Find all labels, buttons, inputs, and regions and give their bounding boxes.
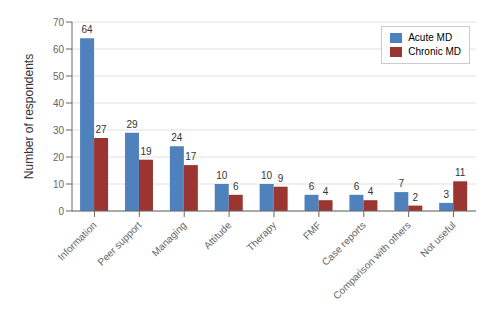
svg-text:Not useful: Not useful xyxy=(418,219,458,259)
svg-text:0: 0 xyxy=(58,206,64,217)
svg-text:11: 11 xyxy=(455,167,466,178)
svg-text:6: 6 xyxy=(354,181,360,192)
svg-text:10: 10 xyxy=(261,170,273,181)
svg-text:9: 9 xyxy=(278,173,284,184)
html-text:Chronic MD: Chronic MD xyxy=(408,46,461,57)
svg-text:10: 10 xyxy=(53,179,65,190)
svg-text:FMF: FMF xyxy=(301,219,323,241)
svg-text:Information: Information xyxy=(56,219,99,262)
svg-text:27: 27 xyxy=(96,124,108,135)
svg-text:4: 4 xyxy=(323,186,329,197)
svg-text:Managing: Managing xyxy=(150,219,189,258)
svg-text:Attitude: Attitude xyxy=(202,219,234,251)
html-text:Acute MD: Acute MD xyxy=(408,32,453,43)
svg-text:40: 40 xyxy=(53,98,65,109)
svg-text:70: 70 xyxy=(53,17,65,28)
svg-text:64: 64 xyxy=(82,24,94,35)
svg-text:4: 4 xyxy=(368,186,374,197)
svg-text:17: 17 xyxy=(185,151,197,162)
svg-text:19: 19 xyxy=(140,146,152,157)
svg-text:30: 30 xyxy=(53,125,65,136)
svg-text:24: 24 xyxy=(171,132,183,143)
svg-text:10: 10 xyxy=(216,170,228,181)
svg-text:Peer support: Peer support xyxy=(95,219,143,267)
svg-text:7: 7 xyxy=(399,178,405,189)
svg-text:Comparison with others: Comparison with others xyxy=(331,219,413,301)
svg-text:2: 2 xyxy=(413,192,419,203)
svg-text:Case reports: Case reports xyxy=(320,219,368,267)
svg-text:Number of respondents: Number of respondents xyxy=(22,54,36,179)
svg-text:60: 60 xyxy=(53,44,65,55)
svg-text:20: 20 xyxy=(53,152,65,163)
svg-text:29: 29 xyxy=(126,119,138,130)
svg-text:50: 50 xyxy=(53,71,65,82)
svg-text:Therapy: Therapy xyxy=(245,219,279,253)
svg-text:3: 3 xyxy=(443,189,449,200)
svg-text:6: 6 xyxy=(233,181,239,192)
svg-text:6: 6 xyxy=(309,181,315,192)
